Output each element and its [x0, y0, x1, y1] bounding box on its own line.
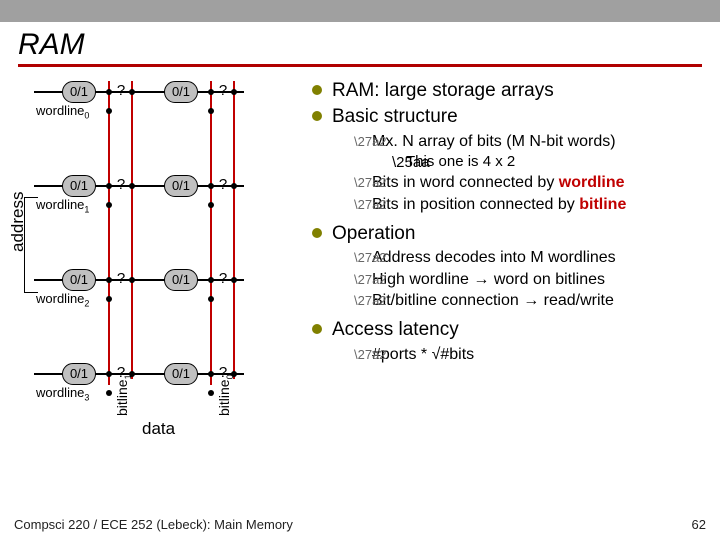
- address-label: address: [8, 192, 28, 252]
- dot-icon: [106, 108, 112, 114]
- keyword-bitline: bitline: [579, 196, 626, 213]
- wordline-0-label: wordline0: [36, 103, 89, 121]
- bitline-0b: [233, 81, 235, 379]
- cell-0-1: 0/1: [164, 81, 198, 103]
- dot-icon: [231, 277, 237, 283]
- sub-wordline: Bits in word connected by wordline: [354, 172, 710, 194]
- bitline-1-label: bitline1: [114, 374, 133, 416]
- dot-icon: [208, 183, 214, 189]
- cell-3-1: 0/1: [164, 363, 198, 385]
- sublist: Mx. N array of bits (M N-bit words) This…: [354, 131, 710, 216]
- cell-1-1: 0/1: [164, 175, 198, 197]
- sub-text: Bits in word connected by: [372, 174, 559, 191]
- bullet-icon: [312, 85, 322, 95]
- row-1: 0/1 ? 0/1 ? wordline1: [34, 175, 294, 209]
- footer: Compsci 220 / ECE 252 (Lebeck): Main Mem…: [14, 517, 706, 532]
- wordline-2-label: wordline2: [36, 291, 89, 309]
- bullet-text: Operation: [332, 223, 415, 244]
- dot-icon: [208, 371, 214, 377]
- dot-icon: [208, 296, 214, 302]
- footer-page: 62: [692, 517, 706, 532]
- dot-icon: [106, 277, 112, 283]
- bitline-0: [210, 81, 212, 379]
- bullet-text: RAM: large storage arrays: [332, 80, 554, 101]
- bullet-operation: Operation Address decodes into M wordlin…: [312, 222, 710, 313]
- content-area: address 0/1 ? 0/1 ? wordline0: [0, 67, 720, 457]
- dot-icon: [231, 183, 237, 189]
- text-panel: RAM: large storage arrays Basic structur…: [306, 77, 710, 457]
- diagram-panel: address 0/1 ? 0/1 ? wordline0: [6, 77, 306, 457]
- bullet-latency: Access latency #ports * √#bits: [312, 318, 710, 365]
- sub-ports: #ports * √#bits: [354, 344, 710, 366]
- bitline-1: [108, 81, 110, 379]
- bullet-list: RAM: large storage arrays Basic structur…: [312, 79, 710, 365]
- sublist2: This one is 4 x 2: [392, 152, 710, 172]
- footer-left: Compsci 220 / ECE 252 (Lebeck): Main Mem…: [14, 517, 293, 532]
- cell-2-0: 0/1: [62, 269, 96, 291]
- sub-text: Mx. N array of bits (M N-bit words): [372, 133, 616, 150]
- dot-icon: [129, 277, 135, 283]
- dot-icon: [208, 390, 214, 396]
- dot-icon: [208, 108, 214, 114]
- row-3: 0/1 ? 0/1 ? wordline3: [34, 363, 294, 397]
- bullet-structure: Basic structure Mx. N array of bits (M N…: [312, 105, 710, 216]
- bullet-ram: RAM: large storage arrays: [312, 79, 710, 103]
- bitline-1b: [131, 81, 133, 379]
- wordline-3-label: wordline3: [36, 385, 89, 403]
- title-area: RAM: [0, 22, 720, 67]
- sub-mxn: Mx. N array of bits (M N-bit words) This…: [354, 131, 710, 173]
- keyword-wordline: wordline: [559, 174, 625, 191]
- bullet-text: Basic structure: [332, 106, 458, 127]
- cell-2-1: 0/1: [164, 269, 198, 291]
- sub-text: Bits in position connected by: [372, 196, 579, 213]
- sub-high-wl: High wordline → word on bitlines: [354, 269, 710, 291]
- ram-diagram: 0/1 ? 0/1 ? wordline0 0/1 ? 0/1 ?: [34, 81, 294, 217]
- sub-4x2: This one is 4 x 2: [392, 152, 710, 172]
- bitline-0-label: bitline0: [216, 374, 235, 416]
- bullet-text: Access latency: [332, 319, 459, 340]
- dot-icon: [106, 89, 112, 95]
- dot-icon: [129, 89, 135, 95]
- sub-bitline: Bits in position connected by bitline: [354, 194, 710, 216]
- sub-rw: Bit/bitline connection → read/write: [354, 290, 710, 312]
- dot-icon: [106, 371, 112, 377]
- cell-1-0: 0/1: [62, 175, 96, 197]
- dot-icon: [231, 89, 237, 95]
- row-0: 0/1 ? 0/1 ? wordline0: [34, 81, 294, 115]
- dot-icon: [106, 202, 112, 208]
- sublist: Address decodes into M wordlines High wo…: [354, 247, 710, 312]
- cell-3-0: 0/1: [62, 363, 96, 385]
- bullet-icon: [312, 111, 322, 121]
- dot-icon: [208, 202, 214, 208]
- top-bar: [0, 0, 720, 22]
- row-2: 0/1 ? 0/1 ? wordline2: [34, 269, 294, 303]
- bullet-icon: [312, 228, 322, 238]
- cell-0-0: 0/1: [62, 81, 96, 103]
- dot-icon: [129, 183, 135, 189]
- sub-decodes: Address decodes into M wordlines: [354, 247, 710, 269]
- dot-icon: [106, 296, 112, 302]
- sublist: #ports * √#bits: [354, 344, 710, 366]
- dot-icon: [106, 390, 112, 396]
- dot-icon: [208, 277, 214, 283]
- page-title: RAM: [18, 28, 702, 62]
- dot-icon: [208, 89, 214, 95]
- dot-icon: [106, 183, 112, 189]
- data-label: data: [142, 419, 175, 439]
- bullet-icon: [312, 324, 322, 334]
- wordline-1-label: wordline1: [36, 197, 89, 215]
